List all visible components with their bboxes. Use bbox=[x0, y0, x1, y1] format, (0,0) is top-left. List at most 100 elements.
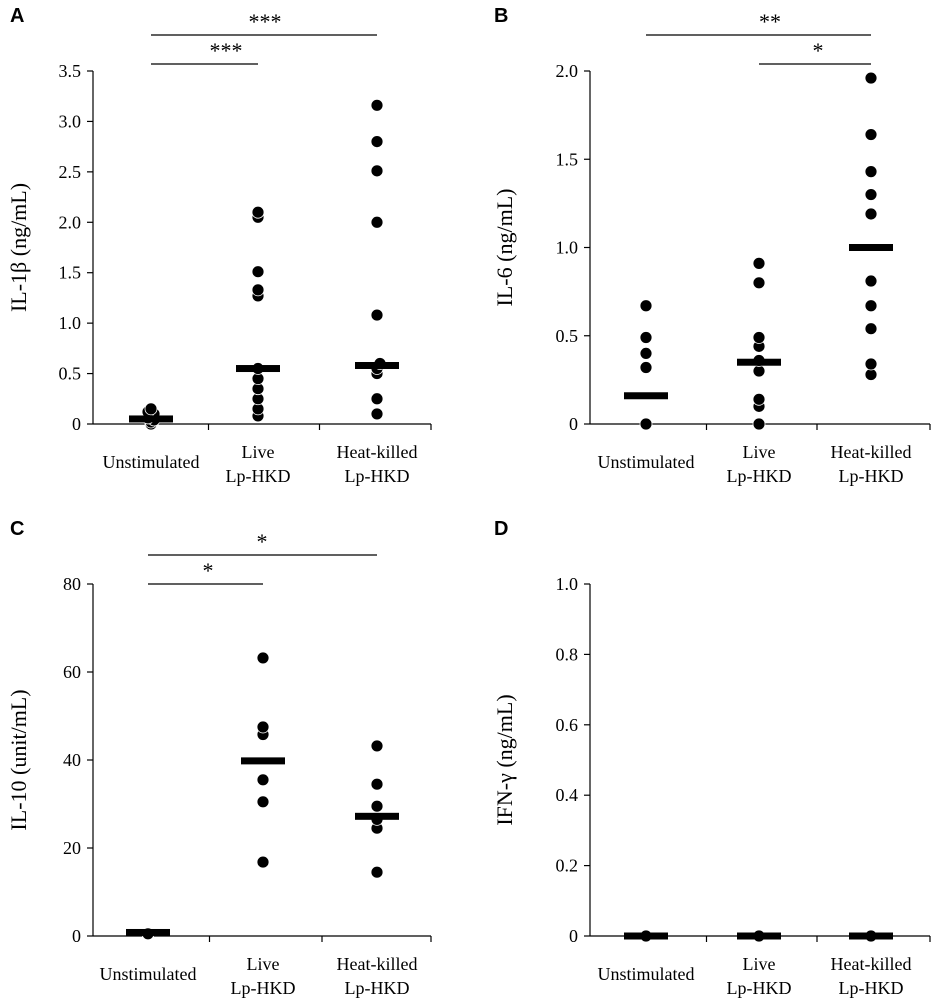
panel-letter: B bbox=[494, 5, 508, 27]
data-point bbox=[864, 71, 878, 85]
data-point bbox=[370, 865, 384, 879]
x-tick-label: Live bbox=[242, 442, 275, 462]
significance-label: * bbox=[257, 529, 268, 554]
y-tick-label: 2.0 bbox=[556, 61, 579, 81]
data-point bbox=[144, 402, 158, 416]
x-tick-label: Heat-killed bbox=[337, 442, 418, 462]
data-point bbox=[752, 417, 766, 431]
y-tick-label: 1.0 bbox=[556, 238, 579, 258]
significance-label: *** bbox=[210, 38, 243, 63]
data-point bbox=[256, 651, 270, 665]
y-axis-label: IL-1β (ng/mL) bbox=[6, 183, 31, 312]
y-tick-label: 1.5 bbox=[556, 149, 579, 169]
y-tick-label: 0 bbox=[72, 926, 81, 946]
panel-d: D 0 0.2 0.4 0.6 0.8 1.0 Unstimulated Live Lp-HKD H… bbox=[492, 518, 931, 998]
y-axis-label: IFN-γ (ng/mL) bbox=[492, 694, 517, 825]
data-point bbox=[251, 205, 265, 219]
data-point bbox=[370, 739, 384, 753]
median-bar bbox=[737, 358, 781, 366]
y-tick-label: 0 bbox=[569, 926, 578, 946]
data-point bbox=[752, 392, 766, 406]
y-tick-label: 2.0 bbox=[59, 212, 82, 232]
panel-c: C 0 20 40 60 80 Unstimulated Live Lp-HKD Heat-kil… bbox=[6, 518, 432, 998]
y-tick-label: 1.0 bbox=[556, 574, 579, 594]
panel-letter: C bbox=[10, 518, 24, 540]
data-point bbox=[639, 331, 653, 344]
x-tick-label: Lp-HKD bbox=[727, 466, 792, 486]
median-bar bbox=[355, 362, 399, 370]
median-bar bbox=[849, 244, 893, 251]
median-bar bbox=[236, 365, 280, 373]
data-point bbox=[864, 188, 878, 201]
x-tick-label: Live bbox=[247, 954, 280, 974]
data-point bbox=[251, 265, 265, 279]
data-point bbox=[864, 357, 878, 371]
x-tick-label: Unstimulated bbox=[598, 964, 695, 984]
y-tick-label: 0.6 bbox=[556, 715, 579, 735]
data-point bbox=[256, 773, 270, 787]
y-tick-label: 1.0 bbox=[59, 313, 82, 333]
median-bar bbox=[129, 415, 173, 423]
y-tick-label: 0.8 bbox=[556, 644, 579, 664]
median-bar bbox=[126, 928, 170, 936]
y-tick-label: 0.5 bbox=[556, 326, 579, 346]
y-axis-label: IL-6 (ng/mL) bbox=[492, 189, 517, 307]
data-point bbox=[256, 855, 270, 869]
significance-label: * bbox=[203, 558, 214, 583]
significance-label: ** bbox=[759, 9, 781, 34]
data-point bbox=[639, 346, 653, 360]
y-tick-label: 0 bbox=[569, 414, 578, 434]
data-point bbox=[752, 276, 766, 290]
x-tick-label: Lp-HKD bbox=[231, 978, 296, 998]
x-tick-label: Heat-killed bbox=[831, 954, 912, 974]
data-point bbox=[864, 128, 878, 141]
data-point bbox=[256, 720, 270, 734]
y-tick-label: 60 bbox=[63, 662, 81, 682]
x-tick-label: Live bbox=[743, 442, 776, 462]
panel-letter: A bbox=[10, 5, 24, 27]
data-point bbox=[864, 274, 878, 288]
significance-label: * bbox=[813, 38, 824, 63]
data-point bbox=[752, 256, 766, 270]
y-tick-label: 0.4 bbox=[556, 785, 579, 805]
x-tick-label: Lp-HKD bbox=[839, 466, 904, 486]
x-tick-label: Unstimulated bbox=[598, 452, 695, 472]
data-point bbox=[370, 392, 384, 406]
x-tick-label: Unstimulated bbox=[100, 964, 197, 984]
data-point bbox=[639, 361, 653, 374]
median-bar bbox=[241, 757, 285, 765]
x-tick-label: Lp-HKD bbox=[345, 466, 410, 486]
y-tick-label: 20 bbox=[63, 838, 81, 858]
significance-label: *** bbox=[249, 9, 282, 34]
data-point bbox=[864, 299, 878, 313]
y-tick-label: 0.2 bbox=[556, 856, 579, 876]
y-tick-label: 80 bbox=[63, 574, 81, 594]
data-point bbox=[370, 135, 384, 149]
data-point bbox=[752, 331, 766, 344]
data-point bbox=[370, 164, 384, 178]
y-axis-label: IL-10 (unit/mL) bbox=[6, 689, 31, 830]
data-point bbox=[256, 795, 270, 809]
y-tick-label: 40 bbox=[63, 750, 81, 770]
median-bar bbox=[624, 392, 668, 400]
x-tick-label: Lp-HKD bbox=[727, 978, 792, 998]
data-point bbox=[370, 215, 384, 229]
x-tick-label: Heat-killed bbox=[831, 442, 912, 462]
y-tick-label: 3.5 bbox=[59, 61, 82, 81]
y-tick-label: 0 bbox=[72, 414, 81, 434]
data-point bbox=[370, 407, 384, 421]
median-bar bbox=[355, 812, 399, 820]
data-point bbox=[864, 165, 878, 179]
median-bar bbox=[849, 932, 893, 940]
x-tick-label: Lp-HKD bbox=[226, 466, 291, 486]
panel-letter: D bbox=[494, 518, 508, 540]
median-bar bbox=[624, 932, 668, 940]
x-tick-label: Heat-killed bbox=[337, 954, 418, 974]
y-tick-label: 3.0 bbox=[59, 111, 82, 131]
data-point bbox=[370, 799, 384, 813]
x-tick-label: Lp-HKD bbox=[345, 978, 410, 998]
y-tick-label: 0.5 bbox=[59, 364, 82, 384]
data-point bbox=[639, 417, 653, 431]
data-point bbox=[370, 308, 384, 322]
data-point bbox=[370, 98, 384, 112]
